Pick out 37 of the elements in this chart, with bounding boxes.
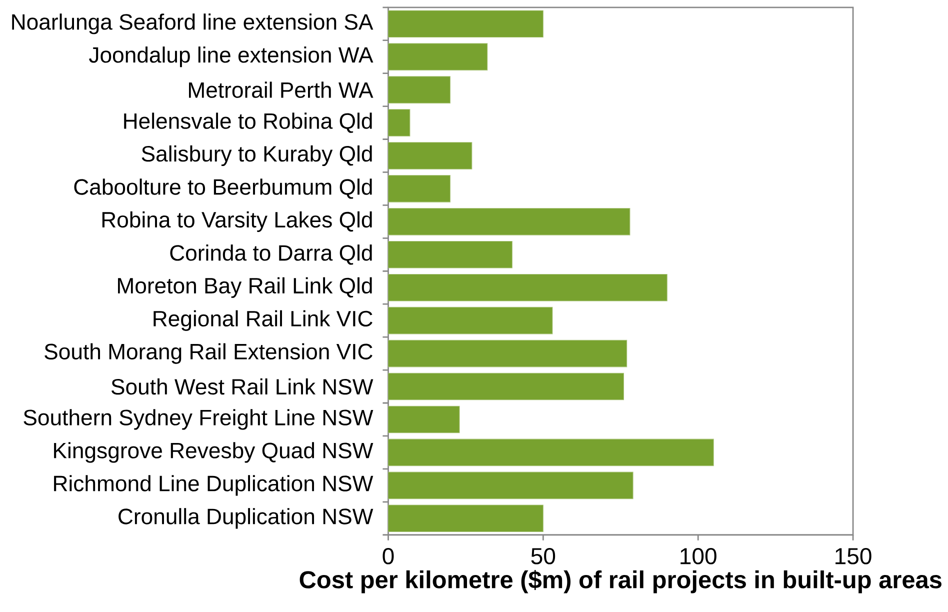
bar xyxy=(388,372,624,400)
x-axis-title: Cost per kilometre ($m) of rail projects in built-up areas xyxy=(300,570,942,594)
y-tick-label: Joondalup line extension WA xyxy=(89,46,374,67)
y-tick-label: South Morang Rail Extension VIC xyxy=(44,343,372,364)
bar xyxy=(388,240,512,268)
y-tick-label: Salisbury to Kuraby Qld xyxy=(142,145,372,166)
bar xyxy=(388,438,714,466)
bar xyxy=(388,108,410,136)
y-tick-label: Metrorail Perth WA xyxy=(189,82,374,98)
bar xyxy=(388,142,472,170)
bar xyxy=(388,76,450,104)
y-tick-label: Caboolture to Beerbumum Qld xyxy=(74,178,372,199)
bar xyxy=(388,10,544,38)
bar xyxy=(388,406,460,433)
bar xyxy=(388,504,544,532)
bar xyxy=(388,208,630,236)
x-tick-label: 150 xyxy=(836,548,872,564)
bar xyxy=(388,43,488,70)
y-tick-label: Richmond Line Duplication NSW xyxy=(54,474,374,496)
y-tick-label: Cronulla Duplication NSW xyxy=(118,508,374,529)
bar xyxy=(388,174,450,202)
bar xyxy=(388,274,668,302)
y-tick-label: Robina to Varsity Lakes Qld xyxy=(102,211,372,232)
bar xyxy=(388,472,634,499)
y-tick-label: South West Rail Link NSW xyxy=(111,378,374,394)
y-tick-label: Southern Sydney Freight Line NSW xyxy=(24,409,374,430)
y-tick-label: Helensvale to Robina Qld xyxy=(124,112,372,133)
bar xyxy=(388,340,628,368)
y-tick-label: Noarlunga Seaford line extension SA xyxy=(12,13,374,34)
bar xyxy=(388,306,553,334)
y-tick-label: Moreton Bay Rail Link Qld xyxy=(118,277,372,298)
x-tick-label: 50 xyxy=(531,548,556,564)
x-tick-label: 100 xyxy=(680,548,716,564)
y-tick-label: Regional Rail Link VIC xyxy=(154,310,372,331)
y-tick-label: Kingsgrove Revesby Quad NSW xyxy=(54,442,374,463)
y-tick-label: Corinda to Darra Qld xyxy=(170,244,372,265)
x-tick-label: 0 xyxy=(382,548,394,564)
